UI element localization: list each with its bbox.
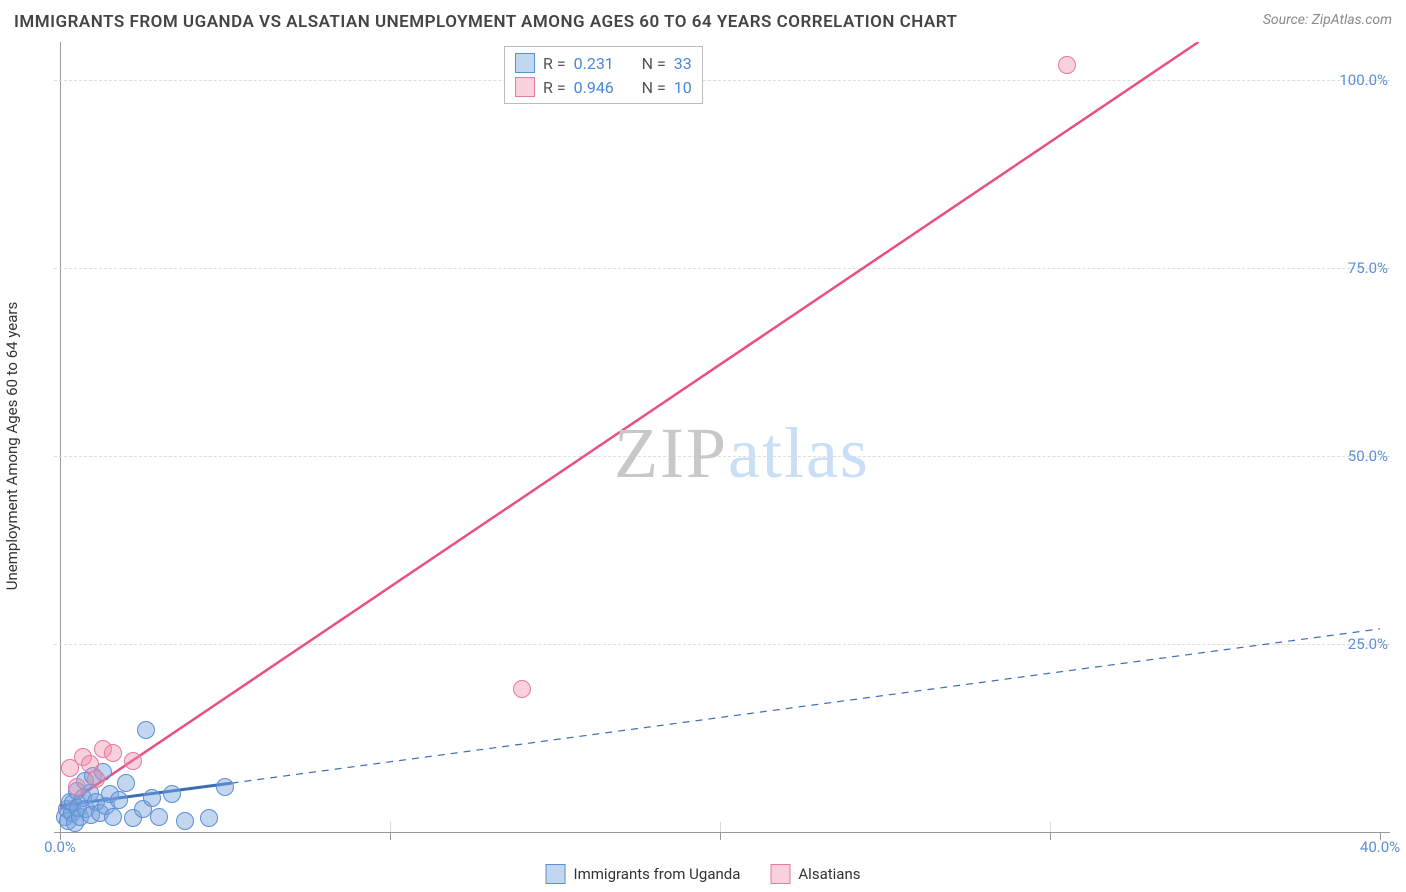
legend-item-blue: Immigrants from Uganda: [546, 864, 741, 884]
data-point-blue: [110, 791, 128, 809]
swatch-icon: [546, 864, 566, 884]
legend-stat-row: R =0.231N =33: [515, 51, 692, 75]
data-point-blue: [104, 808, 122, 826]
data-point-blue: [143, 789, 161, 807]
legend-item-pink: Alsatians: [770, 864, 860, 884]
swatch-icon: [515, 53, 535, 73]
source-attribution: Source: ZipAtlas.com: [1263, 12, 1392, 28]
chart-plot-area: 25.0%50.0%75.0%100.0%0.0%40.0%ZIPatlasR …: [54, 42, 1390, 842]
gridline-v: [720, 822, 721, 832]
data-point-blue: [216, 778, 234, 796]
y-tick-label: 50.0%: [1348, 447, 1388, 465]
data-point-pink: [124, 752, 142, 770]
swatch-icon: [770, 864, 790, 884]
x-tick-label: 40.0%: [1360, 838, 1400, 856]
chart-title: IMMIGRANTS FROM UGANDA VS ALSATIAN UNEMP…: [14, 12, 958, 32]
gridline-v: [1050, 822, 1051, 832]
data-point-pink: [104, 744, 122, 762]
y-axis-label: Unemployment Among Ages 60 to 64 years: [3, 302, 21, 590]
data-point-pink: [68, 778, 86, 796]
data-point-pink: [513, 680, 531, 698]
data-point-blue: [150, 808, 168, 826]
data-point-blue: [163, 785, 181, 803]
x-tick-label: 0.0%: [44, 838, 76, 856]
y-tick-label: 100.0%: [1339, 71, 1388, 89]
legend-bottom: Immigrants from Uganda Alsatians: [546, 864, 861, 884]
data-point-pink: [87, 770, 105, 788]
data-point-blue: [176, 812, 194, 830]
gridline-v: [390, 822, 391, 832]
data-point-pink: [1058, 56, 1076, 74]
legend-label: Immigrants from Uganda: [574, 865, 741, 883]
y-tick-label: 25.0%: [1348, 635, 1388, 653]
swatch-icon: [515, 77, 535, 97]
watermark: ZIPatlas: [614, 412, 870, 495]
legend-label: Alsatians: [798, 865, 860, 883]
legend-stat-row: R =0.946N =10: [515, 75, 692, 99]
y-tick-label: 75.0%: [1348, 259, 1388, 277]
trend-lines: [54, 42, 1390, 842]
data-point-blue: [117, 774, 135, 792]
data-point-blue: [200, 809, 218, 827]
legend-stats-box: R =0.231N =33R =0.946N =10: [504, 46, 703, 104]
data-point-blue: [137, 721, 155, 739]
